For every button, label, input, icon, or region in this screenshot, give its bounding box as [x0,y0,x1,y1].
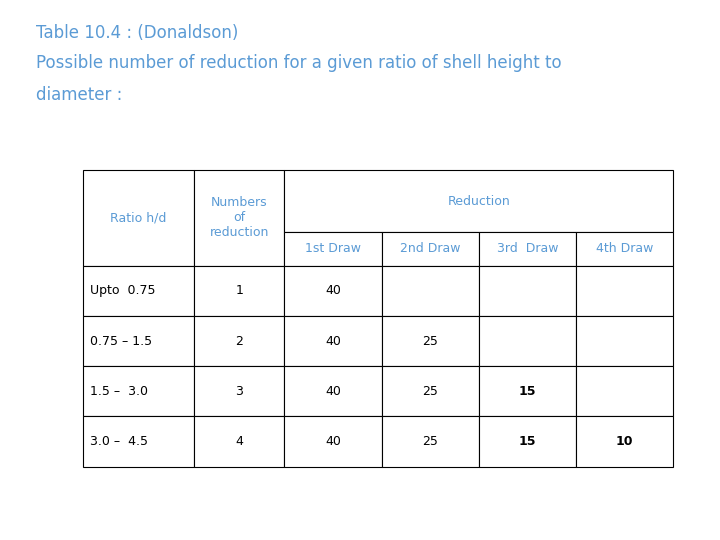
Text: 15: 15 [518,384,536,398]
Text: 40: 40 [325,384,341,398]
Text: 3: 3 [235,384,243,398]
Text: Ratio h/d: Ratio h/d [110,211,167,225]
Text: 4th Draw: 4th Draw [596,242,653,255]
Text: Possible number of reduction for a given ratio of shell height to: Possible number of reduction for a given… [36,54,562,72]
Text: 40: 40 [325,334,341,348]
Text: Upto  0.75: Upto 0.75 [90,284,156,298]
Text: 25: 25 [422,334,438,348]
Text: Reduction: Reduction [447,194,510,208]
Text: 2nd Draw: 2nd Draw [400,242,461,255]
Text: 3.0 –  4.5: 3.0 – 4.5 [90,435,148,448]
Text: 25: 25 [422,435,438,448]
Text: 4: 4 [235,435,243,448]
Text: 40: 40 [325,284,341,298]
Text: 10: 10 [616,435,634,448]
Text: 15: 15 [518,435,536,448]
Text: diameter :: diameter : [36,86,122,104]
Text: 25: 25 [422,384,438,398]
Text: Table 10.4 : (Donaldson): Table 10.4 : (Donaldson) [36,24,238,42]
Text: 1.5 –  3.0: 1.5 – 3.0 [90,384,148,398]
Text: 2: 2 [235,334,243,348]
Text: 1: 1 [235,284,243,298]
Text: Numbers
of
reduction: Numbers of reduction [210,197,269,239]
Text: 3rd  Draw: 3rd Draw [497,242,558,255]
Text: 40: 40 [325,435,341,448]
Text: 0.75 – 1.5: 0.75 – 1.5 [90,334,152,348]
Text: 1st Draw: 1st Draw [305,242,361,255]
